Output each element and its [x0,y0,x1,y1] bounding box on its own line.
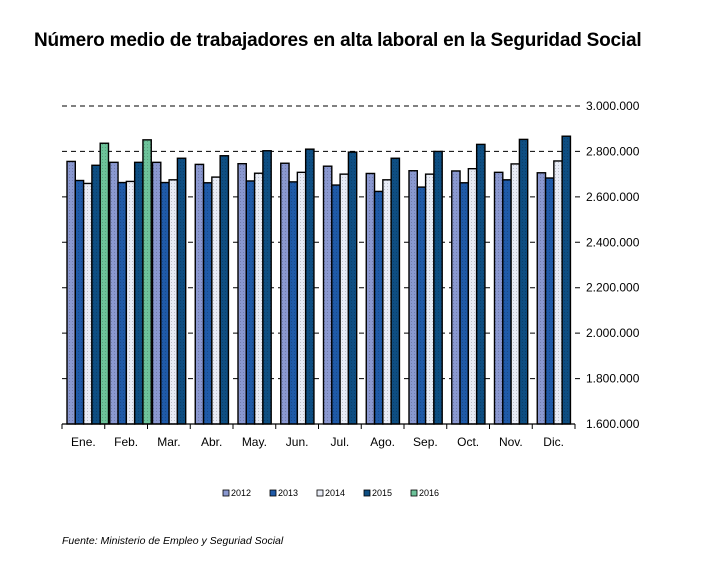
bar-texture [67,161,76,424]
bar-texture [254,173,263,424]
bar-texture [382,179,392,424]
y-tick-label: 3.000.000 [586,99,640,113]
bar-texture [545,178,554,424]
y-tick-label: 1.800.000 [586,372,640,386]
bar-texture [366,173,375,424]
bar-texture [289,181,298,424]
bar-texture [417,187,426,424]
x-tick-label: Dic. [543,435,564,449]
bar-texture [468,168,477,424]
y-tick-label: 2.600.000 [586,190,640,204]
legend-swatch-2015 [363,489,371,497]
bar-texture [83,183,92,424]
bar-texture [134,162,143,424]
y-tick-label: 2.000.000 [586,326,640,340]
bar-texture [340,174,349,424]
x-tick-label: Jun. [286,435,309,449]
y-tick-label: 2.400.000 [586,235,640,249]
bar-texture [109,162,119,424]
x-tick-label: Abr. [201,435,222,449]
bar-texture [220,155,229,424]
bar-texture [195,164,204,424]
bar-texture [494,172,503,424]
x-tick-label: Nov. [499,435,523,449]
bar-texture [451,170,461,424]
x-tick-label: Ene. [71,435,96,449]
bar-texture [476,144,485,424]
legend-label-2015: 2015 [372,488,392,498]
chart-title: Número medio de trabajadores en alta lab… [34,30,642,51]
bar-texture [409,170,418,424]
legend-label-2016: 2016 [419,488,439,498]
bar-texture [126,181,135,424]
bar-texture [562,136,571,424]
bar-texture [348,152,357,425]
legend-swatch-2012 [222,489,230,497]
bar-texture [280,163,290,425]
bar-texture [262,150,272,425]
bar-texture [100,143,109,424]
x-axis [61,423,576,429]
legend-label-2013: 2013 [278,488,298,498]
bar-texture [391,158,400,424]
bar-texture [374,191,383,424]
bar-texture [331,185,341,424]
y-tick-label: 2.800.000 [586,144,640,158]
source-note: Fuente: Ministerio de Empleo y Seguriad … [62,535,284,547]
bar-texture [519,139,528,424]
bar-texture [91,165,101,424]
legend-swatch-2016 [410,489,418,497]
bar-texture [433,151,443,424]
bar-texture [460,182,469,424]
y-tick-label: 2.200.000 [586,281,640,295]
legend-label-2012: 2012 [231,488,251,498]
bar-texture [323,166,332,424]
bar-texture [297,172,306,424]
bar-texture [305,149,314,424]
bar-texture [537,172,546,424]
y-axis-labels: 1.600.000 1.800.000 2.000.000 2.200.000 2.40… [586,99,640,431]
bar-texture [160,182,170,424]
legend-swatch-2014 [316,489,324,497]
bar-texture [203,182,212,424]
x-tick-label: Oct. [457,435,479,449]
x-tick-label: Ago. [370,435,395,449]
x-axis-labels: Ene. Feb. Mar. Abr. May. Jun. Jul. Ago. Sep. Oct.… [71,435,564,449]
bar-texture [238,163,247,425]
bar-texture [177,158,186,424]
x-tick-label: Jul. [331,435,350,449]
x-tick-label: Feb. [114,435,138,449]
bar-texture [152,162,161,424]
bar-texture [142,139,152,424]
x-tick-label: Mar. [157,435,180,449]
x-tick-label: Sep. [413,435,438,449]
bar-texture [118,182,127,424]
x-tick-label: May. [242,435,267,449]
y-tick-label: 1.600.000 [586,417,640,431]
legend-swatch-2013 [269,489,277,497]
bar-texture [75,180,84,424]
bar-texture [553,160,563,424]
bar-texture [511,163,520,424]
bar-texture [425,174,434,424]
bar-texture [246,180,255,424]
legend: 2012 2013 2014 2015 2016 [222,488,439,498]
legend-label-2014: 2014 [325,488,345,498]
bar-texture [211,177,221,424]
bar-texture [502,179,512,424]
bar-texture [169,179,178,424]
bars [66,135,572,425]
